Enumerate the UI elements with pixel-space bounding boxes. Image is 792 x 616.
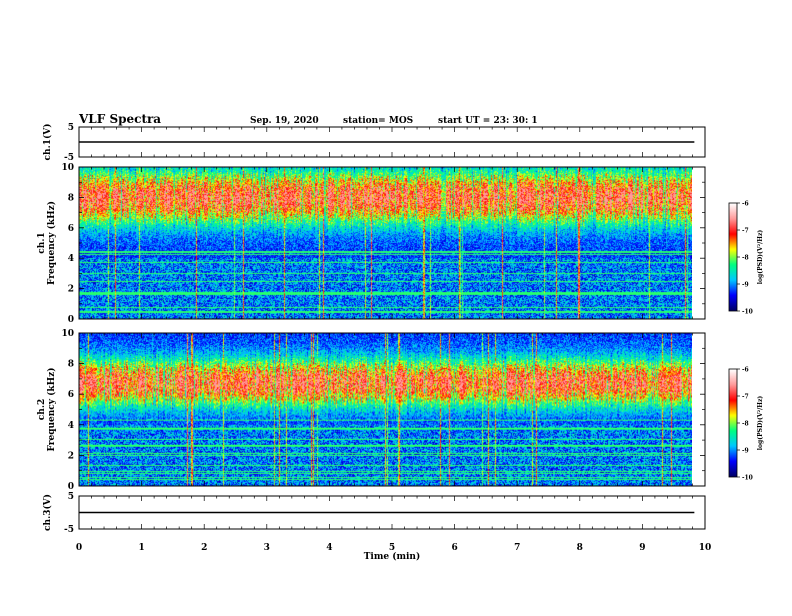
ch1-spec-ytick-label: 10: [61, 163, 74, 173]
colorbar-label: log(PSD)(V²/Hz): [757, 230, 764, 285]
ch2-spec-ytick-label: 0: [68, 482, 74, 492]
ch2-spec-ylabel-line: ch.2: [37, 399, 47, 420]
colorbar-tick-label: -9: [742, 448, 749, 455]
x-tick-label: 0: [76, 543, 82, 553]
ch1-colorbar-gradient: [729, 203, 737, 311]
colorbar-tick-label: -9: [742, 282, 749, 289]
ch2-colorbar: -6 -7 -8 -9 -10 log(PSD)(V²/Hz): [728, 367, 764, 482]
colorbar-tick-label: -8: [742, 255, 749, 262]
colorbar-tick-label: -6: [742, 367, 749, 374]
ch1-voltage-ylabel: ch.1(V): [42, 124, 53, 161]
ch1-colorbar: -6 -7 -8 -9 -10 log(PSD)(V²/Hz): [728, 201, 764, 316]
x-tick-label: 8: [577, 543, 583, 553]
colorbar-tick-label: -8: [742, 421, 749, 428]
colorbar-tick-label: -6: [742, 201, 749, 208]
ch1-spec-ylabel-line: ch.1: [37, 232, 47, 253]
x-tick-label: 2: [201, 543, 207, 553]
ch2-spec-ylabel: ch.2Frequency (kHz): [37, 367, 57, 451]
x-tick-label: 7: [514, 543, 520, 553]
header-date: Sep. 19, 2020: [250, 116, 319, 126]
x-tick-label: 1: [138, 543, 144, 553]
header-station: station= MOS: [343, 116, 413, 126]
ch2-spectrogram-image: [79, 333, 692, 486]
ch3-voltage-panel: 5 -5 ch.3(V): [42, 492, 706, 535]
colorbar-tick-label: -7: [742, 228, 749, 235]
ch1-spectrogram-image: [79, 167, 692, 319]
x-axis-label: Time (min): [364, 551, 421, 562]
ch2-spec-ytick-label: 2: [68, 451, 74, 461]
ch1-voltage-ytick-label: 5: [68, 123, 74, 133]
x-tick-label: 6: [451, 543, 457, 553]
ch1-spec-ytick-label: 0: [68, 315, 74, 325]
ch1-spec-ytick-label: 2: [68, 285, 74, 295]
ch2-spectrogram-panel: 0 2 4 6 8 10 ch.2Frequency (kHz): [37, 329, 706, 492]
ch1-spec-ytick-label: 4: [68, 254, 74, 264]
x-tick-label: 4: [326, 543, 332, 553]
ch3-voltage-ylabel-line: ch.3(V): [42, 494, 53, 531]
ch1-voltage-ylabel-line: ch.1(V): [42, 124, 53, 161]
ch2-colorbar-gradient: [729, 369, 737, 477]
ch2-spec-ylabel-line: Frequency (kHz): [46, 367, 57, 451]
colorbar-label: log(PSD)(V²/Hz): [757, 396, 764, 451]
ch1-voltage-ytick-label: -5: [64, 153, 74, 163]
ch2-spec-ytick-label: 4: [68, 421, 74, 431]
ch2-spec-ytick-label: 8: [68, 360, 74, 370]
ch1-spec-ylabel: ch.1Frequency (kHz): [37, 201, 57, 285]
ch1-voltage-panel: 5 -5 ch.1(V): [42, 123, 706, 163]
header-start-ut: start UT = 23: 30: 1: [438, 116, 538, 126]
ch2-spec-ytick-label: 6: [68, 390, 74, 400]
colorbar-tick-label: -10: [742, 475, 753, 482]
x-tick-label: 9: [639, 543, 645, 553]
ch1-spectrogram-panel: 0 2 4 6 8 10 ch.1Frequency (kHz): [37, 163, 706, 325]
ch1-spec-ytick-label: 8: [68, 193, 74, 203]
ch1-spec-ylabel-line: Frequency (kHz): [46, 201, 57, 285]
x-tick-label: 10: [699, 543, 712, 553]
x-tick-label: 3: [264, 543, 270, 553]
figure-title: VLF Spectra: [78, 112, 161, 126]
colorbar-tick-label: -7: [742, 394, 749, 401]
x-tick-label: 5: [389, 543, 395, 553]
ch3-voltage-ylabel: ch.3(V): [42, 494, 53, 531]
colorbar-tick-label: -10: [742, 309, 753, 316]
ch2-spec-ytick-label: 10: [61, 329, 74, 339]
ch1-spec-ytick-label: 6: [68, 224, 74, 234]
ch3-voltage-ytick-label: 5: [68, 492, 74, 502]
ch3-voltage-ytick-label: -5: [64, 525, 74, 535]
